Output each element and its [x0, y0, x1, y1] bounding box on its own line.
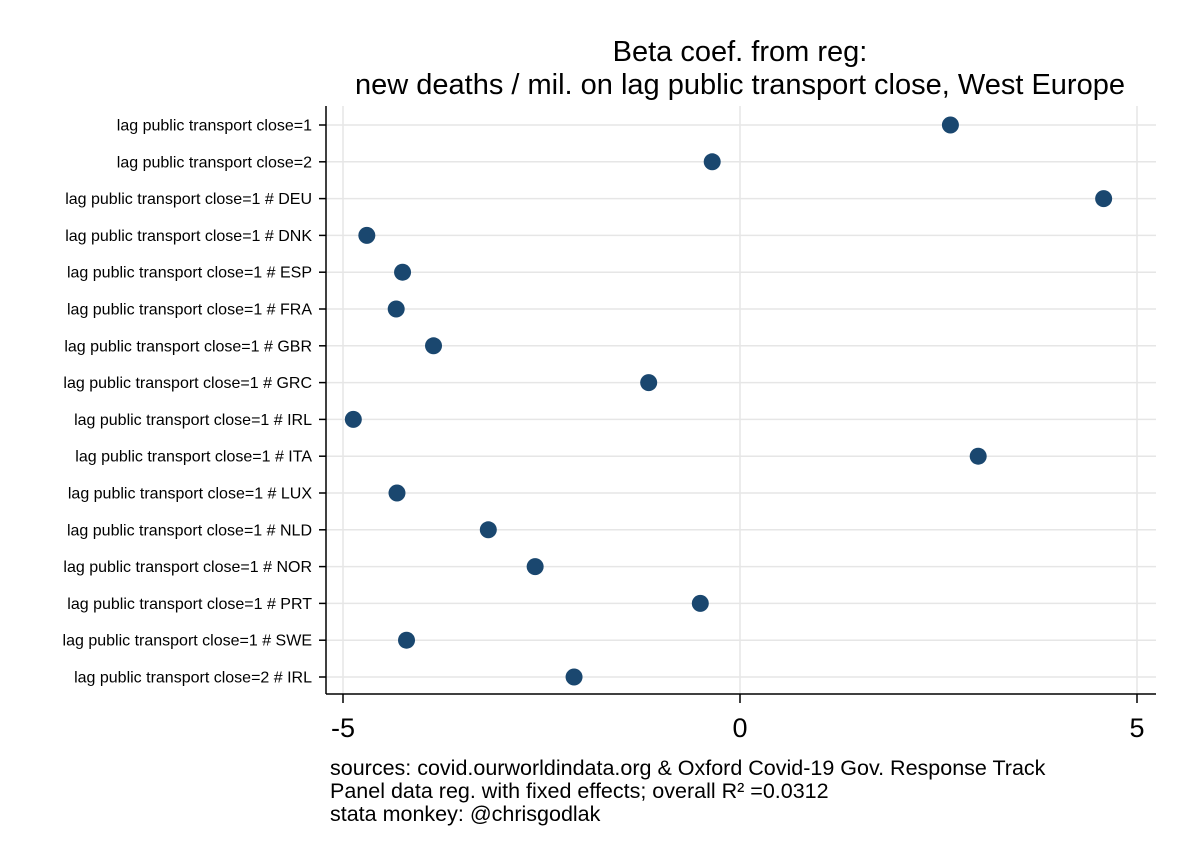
model-note: Panel data reg. with fixed effects; over…: [330, 779, 829, 803]
y-tick-label: lag public transport close=1: [117, 118, 312, 135]
data-point: [941, 116, 959, 134]
y-tick-label: lag public transport close=1 # LUX: [68, 486, 312, 503]
data-point: [388, 484, 406, 502]
data-point: [526, 558, 544, 576]
data-point: [344, 410, 362, 428]
y-tick-label: lag public transport close=1 # IRL: [74, 412, 312, 429]
y-tick-label: lag public transport close=1 # NLD: [67, 522, 312, 539]
y-tick-label: lag public transport close=2: [117, 154, 312, 171]
data-point: [640, 374, 658, 392]
data-point: [703, 153, 721, 171]
y-tick-label: lag public transport close=1 # DEU: [65, 191, 312, 208]
y-tick-label: lag public transport close=1 # SWE: [63, 633, 312, 650]
x-tick-label: -5: [331, 713, 355, 743]
y-tick-label: lag public transport close=1 # PRT: [67, 596, 312, 613]
data-point: [1095, 190, 1113, 208]
data-point: [394, 263, 412, 281]
data-point: [358, 226, 376, 244]
author-note: stata monkey: @chrisgodlak: [330, 802, 601, 826]
data-point: [387, 300, 405, 318]
y-tick-label: lag public transport close=1 # DNK: [65, 228, 312, 245]
plot-background: [326, 106, 1156, 694]
data-point: [425, 337, 443, 355]
data-point: [691, 594, 709, 612]
y-tick-label: lag public transport close=1 # GBR: [64, 338, 312, 355]
y-tick-label: lag public transport close=1 # GRC: [63, 375, 312, 392]
source-note: sources: covid.ourworldindata.org & Oxfo…: [330, 756, 1046, 780]
x-tick-label: 0: [732, 713, 747, 743]
y-tick-label: lag public transport close=1 # FRA: [67, 302, 312, 319]
data-point: [565, 668, 583, 686]
data-point: [969, 447, 987, 465]
y-tick-label: lag public transport close=1 # ITA: [75, 449, 312, 466]
x-tick-label: 5: [1129, 713, 1144, 743]
chart-title-line-2: new deaths / mil. on lag public transpor…: [355, 69, 1125, 101]
data-point: [398, 631, 416, 649]
y-tick-label: lag public transport close=1 # NOR: [63, 559, 312, 576]
y-tick-label: lag public transport close=2 # IRL: [74, 670, 312, 687]
data-point: [479, 521, 497, 539]
chart-title-line-1: Beta coef. from reg:: [612, 36, 868, 68]
y-tick-label: lag public transport close=1 # ESP: [67, 265, 312, 282]
